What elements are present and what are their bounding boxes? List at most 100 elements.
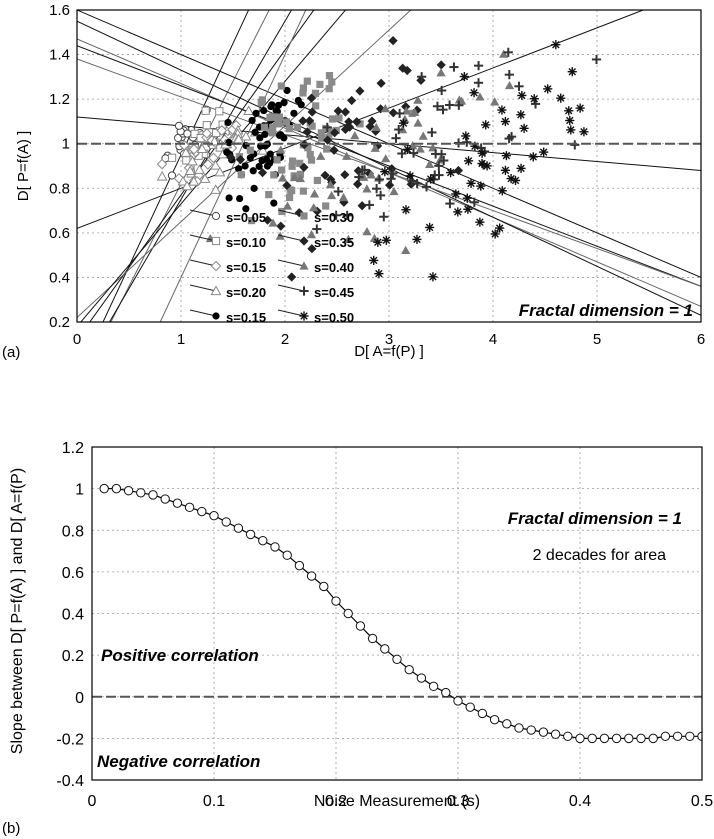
data-point	[210, 159, 222, 170]
data-point	[184, 502, 195, 513]
data-point	[224, 118, 232, 127]
data-point	[374, 174, 385, 185]
panel-b-annotation-decades: 2 decades for area	[533, 547, 667, 564]
data-point	[274, 101, 283, 109]
data-point	[265, 190, 273, 199]
data-point	[325, 85, 333, 93]
data-point	[338, 192, 349, 202]
panel-a-tick-labels: 0 1 2 3 4 5 6 0.2 0.4 0.6 0.8 1 1.2 1.4 1.6	[49, 2, 705, 348]
data-point	[473, 61, 484, 71]
x-tick-label: 0.2	[325, 793, 347, 810]
data-point	[453, 165, 464, 176]
data-point	[278, 166, 286, 174]
legend-label: s=0.30	[314, 210, 354, 225]
data-point	[660, 731, 671, 741]
data-point	[333, 106, 343, 116]
data-point	[475, 217, 485, 227]
data-point	[225, 194, 233, 202]
data-point	[262, 215, 273, 225]
legend-line	[277, 234, 305, 242]
panel-a-annotation: Fractal dimension = 1	[519, 301, 693, 320]
panel-a-xlabel: D[ A=f(P) ]	[354, 343, 424, 360]
data-point	[216, 125, 228, 136]
data-point	[233, 523, 244, 533]
legend-item: s=0.35	[277, 234, 354, 250]
data-point	[322, 122, 332, 132]
data-point	[299, 162, 309, 173]
data-point	[412, 178, 422, 189]
data-point	[309, 189, 320, 198]
legend-item: s=0.15	[189, 259, 266, 275]
data-point	[434, 170, 444, 180]
data-point	[283, 86, 291, 95]
panel-b-frame	[91, 446, 703, 781]
panel-b-annotation-negative: Negative correlation	[97, 752, 260, 771]
data-point	[519, 123, 529, 133]
data-point	[193, 164, 205, 174]
legend-item: s=0.40	[277, 259, 354, 275]
data-point	[235, 165, 243, 173]
y-tick-label: 0.2	[62, 648, 84, 665]
legend-line	[189, 234, 217, 242]
legend-line	[189, 284, 217, 292]
data-point	[221, 517, 231, 527]
data-point	[278, 173, 288, 182]
data-point	[563, 731, 573, 741]
data-point	[325, 180, 336, 189]
y-tick-label: -0.2	[56, 731, 84, 748]
data-point	[277, 82, 285, 90]
data-point	[307, 244, 317, 254]
data-point	[210, 184, 222, 194]
fit-line	[77, 10, 412, 318]
data-point	[307, 107, 317, 117]
data-point	[490, 97, 500, 106]
legend-marker	[299, 286, 309, 296]
data-point	[288, 162, 296, 170]
data-point	[404, 664, 414, 675]
data-point	[375, 190, 386, 200]
data-point	[503, 47, 513, 57]
legend-marker	[211, 211, 221, 221]
data-point	[566, 125, 576, 135]
panel-b: 0 0.1 0.2 0.3 0.4 0.5 -0.4 -0.2 0 0.2 0.4 0.6 0.8 1 1.…	[2, 440, 713, 837]
legend-label: s=0.40	[314, 260, 354, 275]
data-point	[215, 107, 224, 116]
data-point	[526, 725, 536, 735]
legend-item: s=0.45	[277, 284, 354, 300]
data-point	[295, 173, 306, 183]
data-point	[352, 117, 362, 127]
data-point	[304, 144, 312, 152]
data-point	[506, 132, 517, 142]
x-tick-label: 0.1	[203, 793, 225, 810]
data-point	[437, 85, 447, 96]
data-point	[412, 105, 422, 115]
data-point	[591, 54, 602, 65]
data-point	[556, 93, 566, 103]
data-point	[477, 148, 487, 158]
data-point	[345, 122, 355, 132]
data-point	[367, 116, 377, 126]
data-point	[266, 113, 274, 122]
data-point	[312, 224, 322, 234]
data-point	[322, 202, 330, 210]
data-point	[235, 155, 246, 165]
data-point	[497, 105, 507, 115]
data-point	[268, 218, 278, 227]
data-point	[167, 153, 177, 162]
data-point	[317, 134, 326, 142]
data-point	[424, 159, 435, 168]
data-point	[417, 72, 427, 82]
y-tick-label: 1.4	[49, 47, 70, 64]
data-point	[570, 140, 580, 150]
data-point	[285, 193, 294, 202]
panel-a: 0 1 2 3 4 5 60.20.40.60.811.21.41.6 s=0.05s=0.…	[2, 2, 705, 361]
data-point	[672, 731, 683, 741]
data-point	[280, 99, 288, 107]
data-point	[209, 510, 219, 521]
data-point	[402, 65, 412, 76]
legend-marker	[210, 285, 222, 296]
data-point	[255, 162, 263, 171]
x-tick-label: 0.3	[447, 793, 469, 810]
data-point	[469, 88, 479, 98]
data-point	[267, 102, 275, 111]
